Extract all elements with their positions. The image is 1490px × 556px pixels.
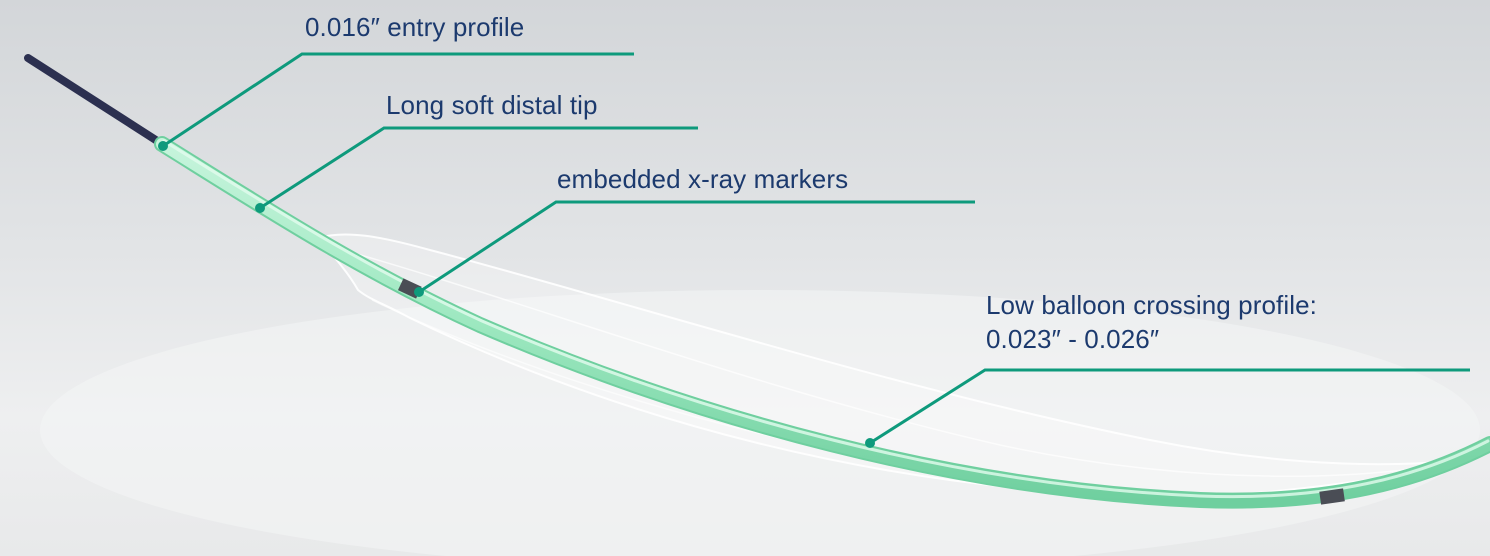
leader-line-entry [162, 52, 634, 148]
catheter-highlight [162, 139, 1490, 499]
callout-distal-tip: Long soft distal tip [386, 90, 598, 120]
callout-balloon-profile-title: Low balloon crossing profile: [986, 290, 1317, 320]
callout-xray-markers: embedded x-ray markers [557, 164, 849, 194]
callout-balloon-profile-value: 0.023″ - 0.026″ [986, 324, 1160, 354]
leader-dot-tip [255, 203, 265, 213]
callout-balloon-profile: Low balloon crossing profile: 0.023″ - 0… [986, 288, 1317, 356]
leader-dot-marker [414, 287, 424, 297]
leader-line-balloon [869, 368, 1470, 445]
xray-marker [1319, 488, 1345, 505]
balloon-fold-line [349, 251, 1421, 478]
leader-line-marker [418, 200, 975, 294]
leader-dot-entry [158, 141, 168, 151]
guidewire [24, 54, 166, 148]
leader-dot-balloon [865, 438, 875, 448]
leader-line-tip [259, 126, 698, 210]
callout-entry-profile: 0.016″ entry profile [305, 12, 525, 42]
